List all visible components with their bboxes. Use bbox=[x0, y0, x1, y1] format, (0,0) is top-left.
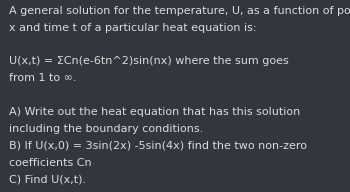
Text: U(x,t) = ΣCn(e-6tn^2)sin(nx) where the sum goes: U(x,t) = ΣCn(e-6tn^2)sin(nx) where the s… bbox=[9, 56, 288, 66]
Text: A) Write out the heat equation that has this solution: A) Write out the heat equation that has … bbox=[9, 107, 300, 117]
Text: C) Find U(x,t).: C) Find U(x,t). bbox=[9, 175, 86, 185]
Text: coefficients Cn: coefficients Cn bbox=[9, 158, 91, 168]
Text: from 1 to ∞.: from 1 to ∞. bbox=[9, 73, 76, 83]
Text: A general solution for the temperature, U, as a function of position: A general solution for the temperature, … bbox=[9, 6, 350, 16]
Text: including the boundary conditions.: including the boundary conditions. bbox=[9, 124, 203, 134]
Text: B) If U(x,0) = 3sin(2x) -5sin(4x) find the two non-zero: B) If U(x,0) = 3sin(2x) -5sin(4x) find t… bbox=[9, 141, 307, 151]
Text: x and time t of a particular heat equation is:: x and time t of a particular heat equati… bbox=[9, 23, 256, 33]
